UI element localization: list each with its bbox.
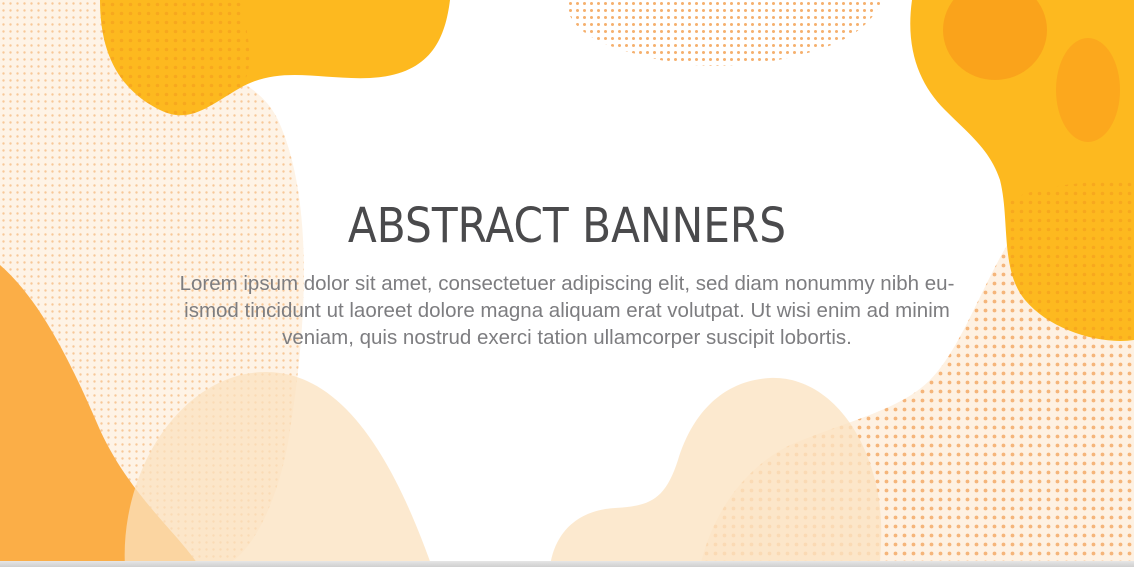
bottom-shadow-edge [0, 561, 1134, 567]
right-bottom-peach-blob [550, 377, 882, 567]
banner-title: ABSTRACT BANNERS [347, 198, 787, 254]
body-line-3: veniam, quis nostrud exerci tation ullam… [282, 326, 852, 349]
banner-text: ABSTRACT BANNERS Lorem ipsum dolor sit a… [140, 196, 994, 351]
left-bottom-orange-blob [0, 265, 200, 567]
top-right-orange-oval [943, 0, 1047, 80]
banner-body: Lorem ipsum dolor sit amet, consectetuer… [147, 270, 987, 351]
top-right-small-oval [1056, 38, 1120, 142]
body-line-2: ismod tincidunt ut laoreet dolore magna … [184, 299, 950, 322]
left-bottom-peach-blob [124, 372, 432, 567]
body-line-1: Lorem ipsum dolor sit amet, consectetuer… [179, 272, 955, 295]
